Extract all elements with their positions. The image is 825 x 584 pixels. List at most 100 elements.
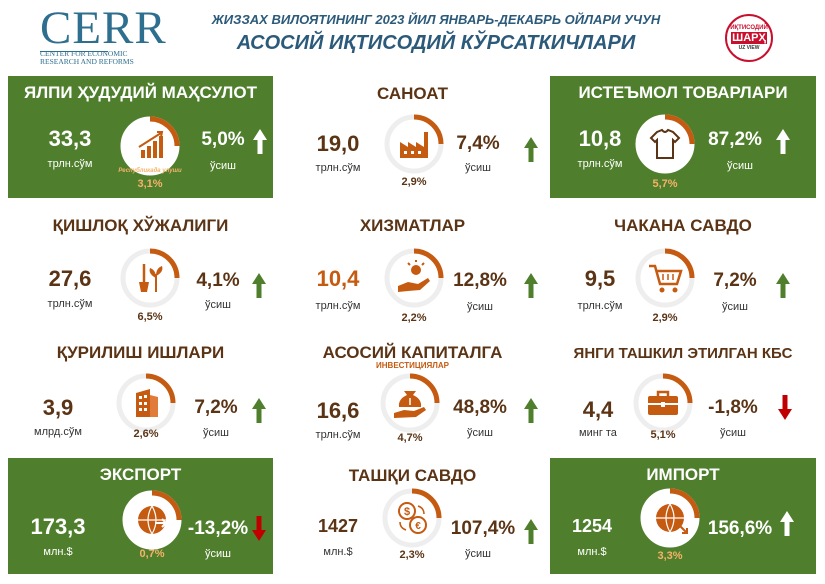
card-growth-label: ўсиш: [210, 160, 236, 172]
card-share: 2,6%: [133, 428, 159, 440]
page-title: АСОСИЙ ИҚТИСОДИЙ КЎРСАТКИЧЛАРИ: [236, 32, 636, 54]
factory-icon: [384, 114, 444, 174]
card-construction: ҚУРИЛИШ ИШЛАРИ 3,9 млрд.сўм 2,6% 7,2% ўс…: [8, 335, 273, 453]
card-percent: -13,2%: [187, 518, 249, 539]
arrow-up-icon: [780, 511, 794, 536]
card-share: 3,1%: [137, 178, 163, 190]
card-title: ҚУРИЛИШ ИШЛАРИ: [56, 343, 225, 362]
building-icon: [116, 373, 176, 433]
header: CERR Center for Economic Research and Re…: [0, 0, 825, 72]
card-share: 5,1%: [650, 429, 676, 441]
card-value: 10,8: [578, 126, 622, 151]
card-investment: АСОСИЙ КАПИТАЛГА ИНВЕСТИЦИЯЛАР 16,6 трлн…: [280, 335, 545, 453]
card-gdp: ЯЛПИ ҲУДУДИЙ МАҲСУЛОТ 33,3 трлн.сўм Респ…: [8, 76, 273, 198]
card-unit: млн.$: [43, 546, 73, 558]
card-agriculture: ҚИШЛОҚ ХЎЖАЛИГИ 27,6 трлн.сўм 6,5% 4,1% …: [8, 208, 273, 330]
card-import: ИМПОРТ 1254 млн.$ 3,3% 156,6%: [550, 458, 816, 574]
card-percent: -1,8%: [708, 397, 758, 418]
arrow-up-icon: [253, 129, 267, 154]
iqtisodiy-sharh-badge: ИҚТИСОДИЙ ШАРҲ UZ VIEW: [725, 14, 773, 62]
card-consumer-goods: ИСТЕЪМОЛ ТОВАРЛАРИ 10,8 трлн.сўм 5,7% 87…: [550, 76, 816, 198]
card-title: ИМПОРТ: [646, 465, 720, 484]
arrow-up-icon: [524, 273, 538, 298]
card-unit: трлн.сўм: [315, 300, 361, 312]
card-value: 33,3: [48, 126, 92, 151]
briefcase-icon: [633, 373, 693, 433]
cerr-logo: CERR Center for Economic Research and Re…: [40, 2, 190, 66]
card-growth-label: ўсиш: [467, 301, 493, 313]
card-title: ҚИШЛОҚ ХЎЖАЛИГИ: [52, 216, 229, 235]
shovel-plant-icon: [120, 248, 180, 308]
card-value: 1254: [571, 516, 613, 536]
card-title: ИСТЕЪМОЛ ТОВАРЛАРИ: [578, 83, 788, 102]
card-industry: САНОАТ 19,0 трлн.сўм 2,9% 7,4% ўсиш: [280, 76, 545, 198]
arrow-up-icon: [780, 510, 794, 536]
card-title: САНОАТ: [376, 84, 449, 103]
arrow-down-icon: [778, 395, 792, 420]
bar-chart-icon: [120, 116, 180, 176]
arrow-up-icon: [252, 273, 266, 298]
card-value: 27,6: [48, 266, 92, 291]
card-unit: трлн.сўм: [577, 158, 623, 170]
arrow-up-icon: [776, 273, 790, 298]
card-percent: 12,8%: [453, 270, 507, 291]
card-percent: 7,2%: [713, 270, 757, 291]
page-subtitle: ЖИЗЗАХ ВИЛОЯТИНИНГ 2023 ЙИЛ ЯНВАРЬ-ДЕКАБ…: [211, 12, 661, 27]
card-title: АСОСИЙ КАПИТАЛГА: [322, 343, 503, 362]
card-value: 1427: [317, 516, 359, 536]
card-value: 3,9: [42, 395, 74, 420]
globe-import-icon: [640, 488, 700, 548]
arrow-up-icon: [776, 272, 790, 298]
tshirt-icon: [635, 114, 695, 174]
card-growth-label: ўсиш: [205, 548, 231, 560]
card-growth-label: ўсиш: [467, 427, 493, 439]
shovel-plant-icon: [120, 248, 180, 308]
arrow-up-icon: [252, 397, 266, 423]
logo-word: CERR: [40, 2, 167, 54]
arrow-up-icon: [524, 397, 538, 423]
arrow-up-icon: [524, 519, 538, 544]
svg-text:€: €: [415, 521, 421, 532]
badge-mid: ШАРҲ: [731, 32, 767, 44]
card-growth-label: ўсиш: [727, 160, 753, 172]
shopping-cart-icon: [635, 248, 695, 308]
card-new-small-business: ЯНГИ ТАШКИЛ ЭТИЛГАН КБС 4,4 минг та 5,1%…: [550, 335, 816, 453]
card-retail: ЧАКАНА САВДО 9,5 трлн.сўм 2,9% 7,2% ўсиш: [550, 208, 816, 330]
card-percent: 4,1%: [196, 270, 240, 291]
card-services: ХИЗМАТЛАР 10,4 трлн.сўм 2,2% 12,8% ўсиш: [280, 208, 545, 330]
arrow-down-icon: [778, 395, 792, 421]
globe-import-icon: [640, 488, 700, 548]
card-share: 5,7%: [652, 178, 678, 190]
badge-bottom: UZ VIEW: [738, 45, 760, 51]
card-share: 6,5%: [137, 311, 163, 323]
hand-service-icon: [384, 248, 444, 308]
hand-service-icon: [384, 248, 444, 308]
card-share-note: Республикада улуши: [118, 168, 182, 174]
card-share: 2,9%: [652, 312, 678, 324]
card-share: 2,2%: [401, 312, 427, 324]
card-percent: 7,4%: [456, 133, 500, 154]
arrow-up-icon: [524, 136, 538, 162]
arrow-up-icon: [252, 272, 266, 298]
card-unit: трлн.сўм: [47, 298, 93, 310]
briefcase-icon: [633, 373, 693, 433]
card-value: 4,4: [582, 397, 614, 422]
card-export: ЭКСПОРТ 173,3 млн.$ 0,7% -13,2% ўсиш: [8, 458, 273, 574]
card-value: 19,0: [316, 131, 360, 156]
card-share: 2,3%: [399, 549, 425, 561]
arrow-down-icon: [252, 516, 266, 541]
arrow-up-icon: [524, 398, 538, 423]
arrow-up-icon: [776, 129, 790, 154]
arrow-up-icon: [776, 128, 790, 154]
card-unit: трлн.сўм: [315, 429, 361, 441]
card-subtitle: ИНВЕСТИЦИЯЛАР: [376, 361, 449, 370]
money-bag-hand-icon: [380, 373, 440, 433]
currency-exchange-icon: $€: [382, 488, 442, 548]
card-value: 16,6: [316, 398, 360, 423]
globe-export-icon: [122, 490, 182, 550]
card-value: 10,4: [316, 266, 360, 291]
arrow-up-icon: [252, 398, 266, 423]
card-title: ЭКСПОРТ: [99, 465, 182, 484]
card-percent: 156,6%: [707, 518, 773, 539]
card-unit: трлн.сўм: [315, 162, 361, 174]
